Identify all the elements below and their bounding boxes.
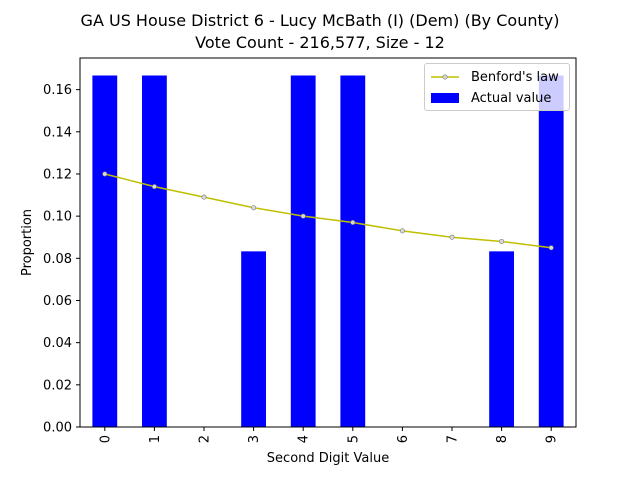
y-tick-label: 0.06 [43, 294, 72, 309]
bar-4 [290, 75, 316, 427]
x-tick-label: 3 [247, 435, 262, 443]
benford-point-9 [548, 245, 554, 251]
legend-line-swatch [431, 70, 459, 84]
legend-label-benford: Benford's law [471, 69, 559, 85]
x-tick-label: 1 [148, 435, 163, 443]
y-tick-label: 0.00 [43, 421, 72, 436]
legend-bar-swatch [431, 91, 459, 105]
benford-line [104, 173, 552, 249]
benford-point-7 [449, 234, 455, 240]
y-tick-label: 0.12 [43, 167, 72, 182]
y-tick-label: 0.10 [43, 210, 72, 225]
benford-point-4 [300, 213, 306, 219]
bar-5 [340, 75, 366, 427]
x-axis-label: Second Digit Value [267, 451, 389, 466]
legend-item-actual: Actual value [431, 89, 551, 107]
bar-8 [489, 251, 514, 427]
chart-title: GA US House District 6 - Lucy McBath (I)… [80, 11, 560, 30]
x-tick-label: 4 [297, 435, 312, 443]
x-tick-label: 2 [198, 435, 213, 443]
y-axis-label: Proportion [20, 209, 35, 276]
benford-point-6 [399, 228, 405, 234]
x-tick-label: 6 [396, 435, 411, 443]
bar-3 [241, 251, 266, 427]
benford-point-8 [499, 238, 505, 244]
benford-point-2 [201, 194, 207, 200]
benford-point-5 [350, 219, 356, 225]
y-tick-label: 0.16 [43, 83, 72, 98]
y-tick-label: 0.14 [43, 125, 72, 140]
chart-subtitle: Vote Count - 216,577, Size - 12 [195, 33, 445, 52]
y-tick-label: 0.02 [43, 378, 72, 393]
bar-9 [538, 75, 564, 427]
legend-label-actual: Actual value [471, 90, 552, 106]
x-tick-label: 5 [346, 435, 361, 443]
benford-point-1 [151, 184, 157, 190]
x-tick-label: 8 [495, 435, 510, 443]
y-tick-label: 0.04 [43, 336, 72, 351]
legend-item-benford: Benford's law [431, 68, 559, 86]
x-tick-label: 0 [98, 435, 113, 443]
x-tick-label: 7 [446, 435, 461, 443]
y-tick-label: 0.08 [43, 252, 72, 267]
bar-0 [92, 75, 118, 427]
benford-point-0 [102, 171, 108, 177]
x-tick-label: 9 [545, 435, 560, 443]
benford-point-3 [251, 205, 257, 211]
legend: Benford's law Actual value [424, 63, 570, 111]
bar-1 [142, 75, 167, 427]
plot-frame [79, 57, 577, 428]
